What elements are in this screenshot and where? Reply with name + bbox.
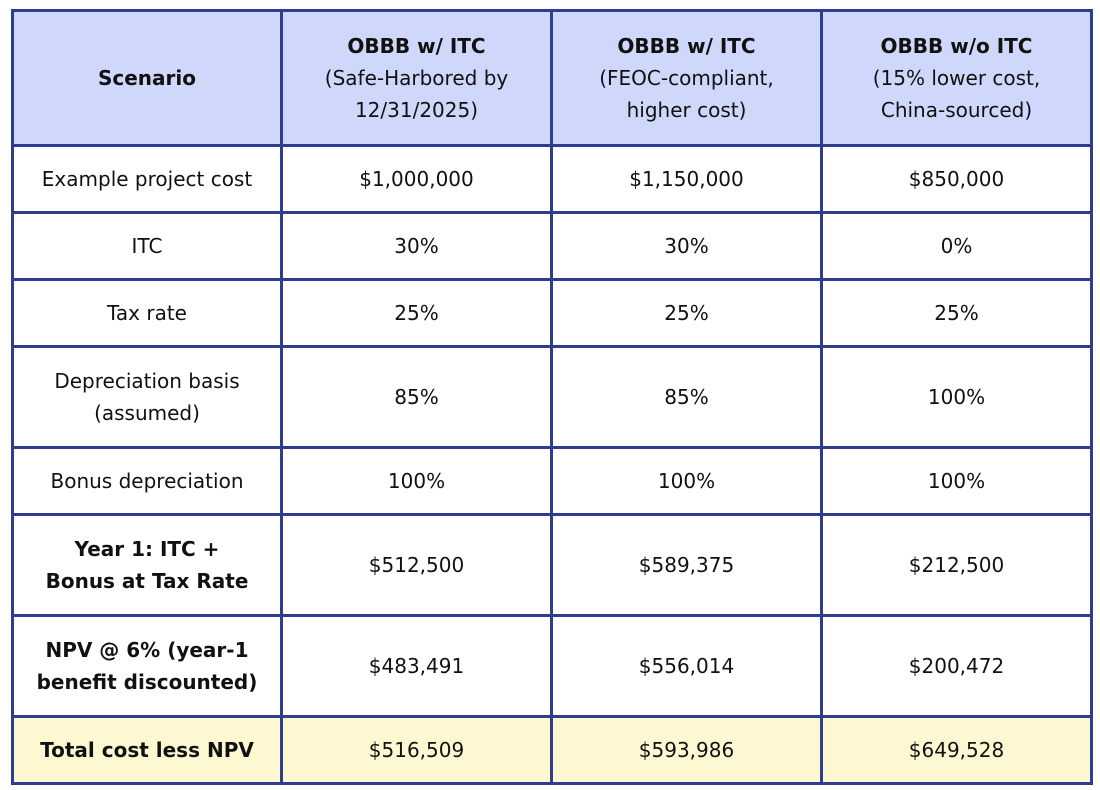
table-cell: $1,000,000	[280, 144, 553, 214]
header-col-2: OBBB w/ ITC (FEOC-compliant, higher cost…	[550, 9, 823, 147]
row-label-line1: Example project cost	[41, 167, 253, 191]
table-cell: $1,150,000	[550, 144, 823, 214]
row-label-line2: benefit discounted)	[36, 670, 258, 694]
header-scenario: Scenario	[11, 9, 283, 147]
header-col-1-subtitle-1: (Safe-Harbored by	[324, 66, 509, 90]
table-cell: 100%	[550, 446, 823, 516]
header-col-1-subtitle-2: 12/31/2025)	[354, 98, 479, 122]
table-cell: 0%	[820, 211, 1093, 281]
comparison-table-container: Scenario OBBB w/ ITC (Safe-Harbored by 1…	[11, 9, 1093, 785]
table-header: Scenario OBBB w/ ITC (Safe-Harbored by 1…	[11, 9, 1093, 147]
total-cell: $516,509	[280, 715, 553, 785]
row-label-line1: Tax rate	[107, 301, 187, 325]
header-col-1: OBBB w/ ITC (Safe-Harbored by 12/31/2025…	[280, 9, 553, 147]
row-label: Year 1: ITC + Bonus at Tax Rate	[11, 513, 283, 617]
row-label-line1: Depreciation basis	[54, 369, 240, 393]
header-row: Scenario OBBB w/ ITC (Safe-Harbored by 1…	[11, 9, 1093, 147]
row-project-cost: Example project cost $1,000,000 $1,150,0…	[11, 144, 1093, 214]
table-cell: 85%	[280, 345, 553, 449]
row-label-line1: Year 1: ITC +	[74, 537, 220, 561]
row-bonus-depreciation: Bonus depreciation 100% 100% 100%	[11, 446, 1093, 516]
header-col-2-subtitle-1: (FEOC-compliant,	[599, 66, 774, 90]
header-col-1-title: OBBB w/ ITC	[347, 34, 486, 58]
row-label-line1: Bonus depreciation	[50, 469, 244, 493]
row-label-line2: Bonus at Tax Rate	[45, 569, 249, 593]
table-cell: $483,491	[280, 614, 553, 718]
table-cell: $512,500	[280, 513, 553, 617]
row-label: Tax rate	[11, 278, 283, 348]
header-col-2-subtitle-2: higher cost)	[626, 98, 747, 122]
table-cell: 25%	[820, 278, 1093, 348]
row-label: NPV @ 6% (year-1 benefit discounted)	[11, 614, 283, 718]
row-label: Depreciation basis (assumed)	[11, 345, 283, 449]
total-cell: $593,986	[550, 715, 823, 785]
header-col-3-subtitle-2: China-sourced)	[880, 98, 1033, 122]
table-cell: 30%	[280, 211, 553, 281]
header-col-3-title: OBBB w/o ITC	[880, 34, 1033, 58]
total-cell: $649,528	[820, 715, 1093, 785]
table-cell: 25%	[280, 278, 553, 348]
table-cell: 100%	[820, 345, 1093, 449]
row-label: Example project cost	[11, 144, 283, 214]
table-cell: 25%	[550, 278, 823, 348]
row-label-line2: (assumed)	[94, 401, 200, 425]
table-cell: $556,014	[550, 614, 823, 718]
row-itc: ITC 30% 30% 0%	[11, 211, 1093, 281]
header-col-2-title: OBBB w/ ITC	[617, 34, 756, 58]
row-tax-rate: Tax rate 25% 25% 25%	[11, 278, 1093, 348]
header-col-3-subtitle-1: (15% lower cost,	[872, 66, 1041, 90]
table-cell: 30%	[550, 211, 823, 281]
table-cell: $212,500	[820, 513, 1093, 617]
row-total: Total cost less NPV $516,509 $593,986 $6…	[11, 715, 1093, 785]
table-cell: $200,472	[820, 614, 1093, 718]
row-label: ITC	[11, 211, 283, 281]
row-npv: NPV @ 6% (year-1 benefit discounted) $48…	[11, 614, 1093, 718]
scenario-comparison-table: Scenario OBBB w/ ITC (Safe-Harbored by 1…	[11, 9, 1093, 785]
table-body: Example project cost $1,000,000 $1,150,0…	[11, 144, 1093, 785]
row-depreciation-basis: Depreciation basis (assumed) 85% 85% 100…	[11, 345, 1093, 449]
table-cell: 100%	[820, 446, 1093, 516]
table-cell: 100%	[280, 446, 553, 516]
row-label-line1: ITC	[131, 234, 163, 258]
table-cell: $850,000	[820, 144, 1093, 214]
table-cell: 85%	[550, 345, 823, 449]
header-col-3: OBBB w/o ITC (15% lower cost, China-sour…	[820, 9, 1093, 147]
row-year1-benefit: Year 1: ITC + Bonus at Tax Rate $512,500…	[11, 513, 1093, 617]
row-label: Bonus depreciation	[11, 446, 283, 516]
total-label: Total cost less NPV	[11, 715, 283, 785]
row-label-line1: NPV @ 6% (year-1	[45, 638, 249, 662]
table-cell: $589,375	[550, 513, 823, 617]
